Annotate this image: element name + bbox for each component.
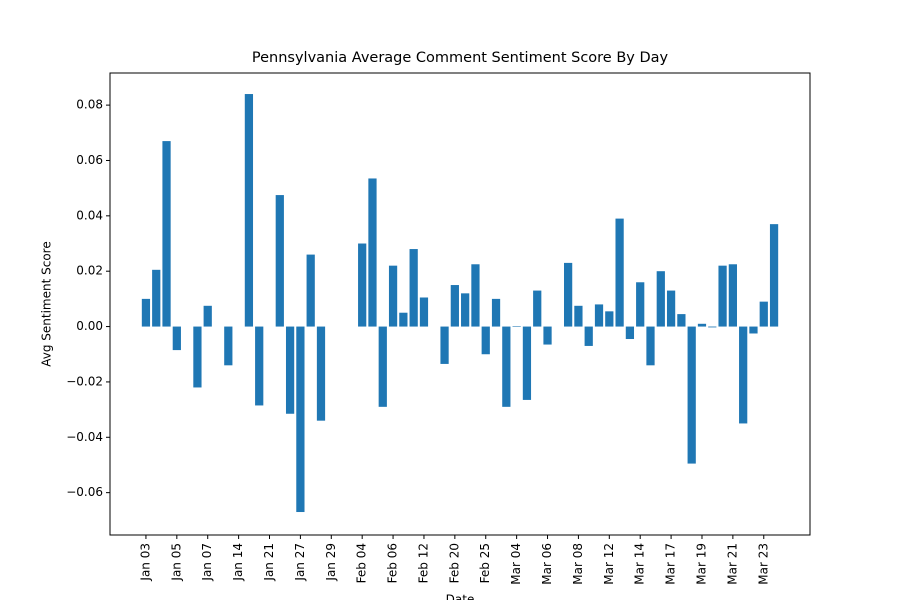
bar <box>594 304 604 327</box>
bar <box>285 326 295 414</box>
bar <box>759 301 768 327</box>
x-tick-label: Feb 20 <box>447 543 461 583</box>
bar <box>636 282 645 327</box>
bar <box>152 269 161 327</box>
y-tick-label: 0.00 <box>76 319 103 333</box>
bar <box>502 326 511 407</box>
bar <box>656 271 665 327</box>
x-tick-label: Mar 08 <box>571 543 585 585</box>
x-axis-label: Date <box>446 593 475 600</box>
bar <box>306 254 315 327</box>
bar <box>316 326 326 421</box>
x-tick-label: Mar 06 <box>540 543 554 585</box>
bar <box>358 243 367 327</box>
bar <box>481 326 490 355</box>
x-tick-label: Jan 14 <box>231 543 245 582</box>
bar <box>584 326 593 346</box>
x-tick-label: Mar 04 <box>509 543 523 585</box>
x-tick-label: Mar 23 <box>756 543 770 585</box>
y-tick-label: 0.04 <box>76 208 103 222</box>
bar <box>255 326 264 406</box>
bar <box>440 326 449 364</box>
x-tick-label: Mar 17 <box>664 543 678 585</box>
bar <box>378 326 387 407</box>
y-tick-label: −0.06 <box>66 485 103 499</box>
bar <box>162 141 171 327</box>
bar <box>739 326 748 424</box>
y-tick-label: −0.04 <box>66 430 103 444</box>
x-tick-label: Feb 12 <box>416 543 430 583</box>
bar <box>399 312 408 327</box>
bar <box>625 326 635 340</box>
bar <box>687 326 696 464</box>
bar <box>512 326 521 327</box>
bar <box>574 305 583 327</box>
x-tick-label: Feb 04 <box>355 543 369 583</box>
x-tick-label: Jan 07 <box>200 543 214 582</box>
bar <box>172 326 181 351</box>
bar <box>666 290 676 327</box>
bar <box>491 298 501 327</box>
x-tick-label: Mar 14 <box>633 543 647 585</box>
x-tick-label: Jan 03 <box>138 543 152 582</box>
bar <box>409 249 418 327</box>
bar <box>533 290 542 327</box>
x-tick-label: Mar 19 <box>694 543 708 585</box>
bar <box>461 293 470 327</box>
bar <box>471 264 480 327</box>
x-tick-label: Jan 05 <box>169 543 183 582</box>
y-axis-label: Avg Sentiment Score <box>40 241 54 367</box>
bar <box>677 314 686 327</box>
y-tick-label: 0.06 <box>76 153 103 167</box>
bar <box>450 285 459 327</box>
bar <box>708 326 717 328</box>
bar <box>193 326 202 388</box>
bar <box>141 298 151 327</box>
x-tick-label: Jan 29 <box>324 543 338 582</box>
bar <box>368 178 377 327</box>
bar <box>646 326 655 366</box>
x-tick-label: Mar 12 <box>602 543 616 585</box>
bar <box>224 326 233 366</box>
bar <box>244 94 254 327</box>
x-tick-label: Mar 21 <box>725 543 739 585</box>
bar <box>728 264 737 327</box>
y-tick-label: 0.08 <box>76 98 103 112</box>
bar <box>522 326 532 400</box>
bar <box>296 326 305 513</box>
bar <box>718 265 727 327</box>
bar <box>769 224 779 327</box>
bar <box>749 326 758 334</box>
bar <box>543 326 552 345</box>
plot-frame <box>109 72 811 536</box>
bar <box>275 195 284 327</box>
bar <box>697 323 707 327</box>
x-tick-label: Jan 27 <box>293 543 307 582</box>
bar <box>564 262 573 327</box>
bar <box>605 311 614 327</box>
chart-title: Pennsylvania Average Comment Sentiment S… <box>252 50 669 66</box>
bar <box>203 305 212 327</box>
y-tick-label: −0.02 <box>66 374 103 388</box>
y-tick-label: 0.02 <box>76 264 103 278</box>
x-tick-label: Feb 25 <box>478 543 492 583</box>
x-tick-label: Feb 06 <box>386 543 400 583</box>
bar <box>388 265 398 327</box>
bar <box>615 218 624 327</box>
bar <box>419 297 429 327</box>
x-tick-label: Jan 21 <box>262 543 276 582</box>
